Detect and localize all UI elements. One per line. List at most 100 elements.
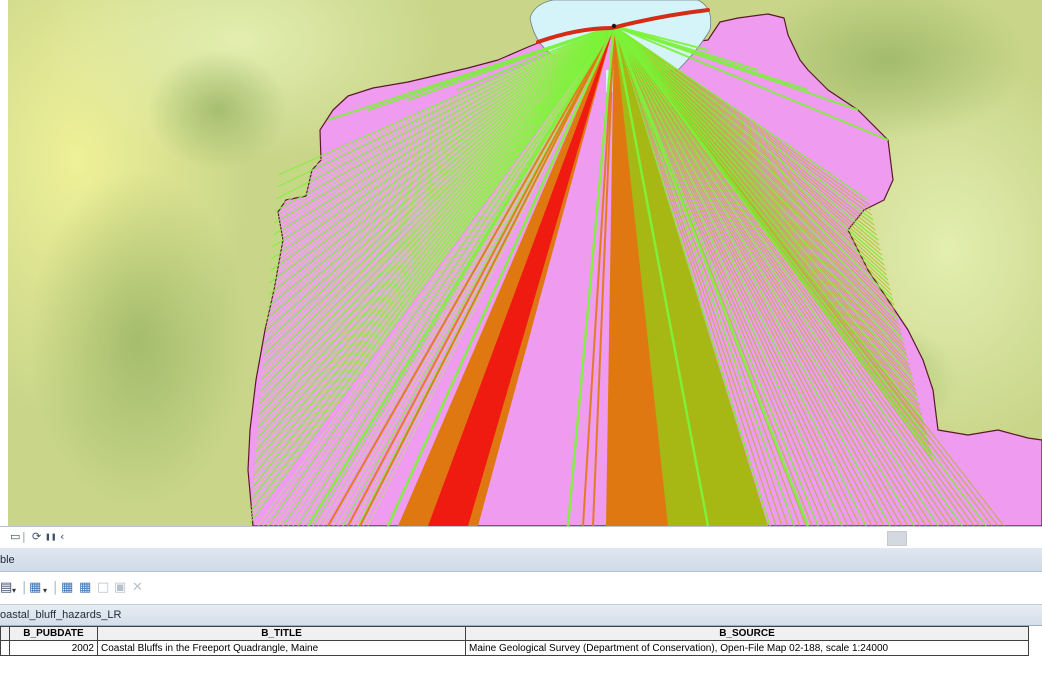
hazard-ray bbox=[613, 25, 975, 526]
table-cell[interactable]: Maine Geological Survey (Department of C… bbox=[465, 640, 1029, 656]
refresh-icon[interactable]: ⟳ bbox=[32, 530, 42, 543]
table-options-icon[interactable]: ▤ bbox=[0, 580, 13, 595]
shoreline bbox=[536, 8, 710, 44]
hazard-ray bbox=[277, 25, 615, 526]
row-selector-header[interactable] bbox=[0, 626, 10, 641]
layout-view-icon[interactable]: ▭ bbox=[10, 530, 21, 543]
hazard-ray bbox=[613, 25, 843, 526]
hazard-ray bbox=[257, 25, 615, 428]
table-titlebar: ble bbox=[0, 548, 1042, 572]
hazard-ray bbox=[269, 25, 615, 284]
hazard-ray bbox=[613, 25, 859, 111]
layer-tab[interactable]: oastal_bluff_hazards_LR bbox=[0, 604, 1042, 626]
related-tables-icon[interactable]: ▦ bbox=[29, 580, 42, 595]
hazard-ray bbox=[256, 25, 615, 440]
select-by-attributes-icon[interactable]: ▦ bbox=[61, 580, 74, 595]
hazard-ray bbox=[269, 25, 615, 272]
hazard-ray bbox=[613, 25, 929, 441]
hazard-ray bbox=[566, 25, 616, 526]
hazard-wedge bbox=[398, 26, 614, 526]
hazard-ray bbox=[276, 25, 615, 188]
hazard-ray bbox=[613, 25, 951, 526]
hazard-ray bbox=[592, 25, 615, 526]
terrain-shadow bbox=[28, 170, 248, 510]
hazard-ray bbox=[613, 25, 849, 526]
hazard-ray bbox=[613, 25, 963, 526]
toolbar-divider: | bbox=[22, 580, 27, 595]
toolbar-divider: | bbox=[53, 580, 58, 595]
column-header[interactable]: B_SOURCE bbox=[465, 626, 1029, 641]
delete-selected-icon[interactable]: ✕ bbox=[132, 580, 143, 595]
hazard-rays bbox=[249, 25, 1005, 526]
hazard-ray bbox=[262, 25, 615, 526]
hazard-ray bbox=[386, 25, 616, 526]
hazard-ray bbox=[613, 25, 969, 526]
hazard-ray bbox=[613, 25, 783, 526]
attribute-table-window: ble ▤ ▾ | ▦ ▾ | ▦ ▦ □ ▣ ✕ oastal_bluff_h… bbox=[0, 548, 1042, 690]
hazard-ray bbox=[613, 25, 909, 361]
map-view[interactable] bbox=[8, 0, 1042, 526]
hazard-ray bbox=[367, 25, 615, 526]
hazard-ray bbox=[277, 25, 615, 176]
hazard-ray bbox=[327, 25, 615, 526]
chevron-down-icon[interactable]: ▾ bbox=[43, 586, 48, 595]
hazard-ray bbox=[407, 25, 615, 101]
chevron-down-icon[interactable]: ▾ bbox=[12, 586, 17, 595]
hazard-ray bbox=[613, 25, 873, 526]
hazard-ray bbox=[257, 25, 615, 526]
hazard-ray bbox=[613, 25, 871, 211]
pause-icon[interactable]: ❚❚ bbox=[45, 533, 57, 541]
toolbar-divider: | bbox=[22, 530, 26, 543]
hazard-ray bbox=[613, 25, 919, 401]
hazard-ray bbox=[613, 25, 837, 526]
column-header[interactable]: B_PUBDATE bbox=[9, 626, 98, 641]
hazard-ray bbox=[613, 25, 933, 526]
hazard-ray bbox=[613, 25, 869, 201]
table-cell[interactable]: 2002 bbox=[9, 640, 98, 656]
hazard-ray bbox=[613, 25, 831, 526]
layer-tab-label: oastal_bluff_hazards_LR bbox=[0, 609, 122, 621]
hazard-ray bbox=[287, 25, 615, 526]
column-header[interactable]: B_TITLE bbox=[97, 626, 466, 641]
hazard-ray bbox=[613, 25, 945, 526]
hazard-ray bbox=[297, 25, 615, 526]
hazard-ray bbox=[613, 25, 876, 231]
hazard-ray bbox=[275, 25, 615, 200]
back-icon[interactable]: ‹ bbox=[60, 530, 65, 543]
header-row: B_PUBDATE B_TITLE B_SOURCE bbox=[0, 626, 1029, 641]
hazard-ray bbox=[613, 25, 894, 301]
hazard-ray bbox=[612, 25, 810, 526]
hazard-ray bbox=[613, 25, 909, 526]
zoom-to-selected-icon[interactable]: ▣ bbox=[114, 580, 127, 595]
clear-selection-icon[interactable]: □ bbox=[97, 580, 110, 595]
hazard-ray bbox=[613, 25, 777, 526]
hazard-ray bbox=[254, 25, 615, 464]
hazard-ray bbox=[613, 25, 795, 526]
hazard-ray bbox=[613, 25, 914, 381]
hazard-ray bbox=[613, 25, 921, 526]
map-canvas[interactable] bbox=[8, 0, 1042, 526]
table-row[interactable]: 2002 Coastal Bluffs in the Freeport Quad… bbox=[0, 640, 1029, 656]
hazard-wedge bbox=[428, 26, 614, 526]
hazard-ray bbox=[260, 25, 615, 392]
hazard-ray bbox=[613, 25, 771, 526]
table-cell[interactable]: Coastal Bluffs in the Freeport Quadrangl… bbox=[97, 640, 466, 656]
row-selector[interactable] bbox=[0, 640, 10, 656]
hazard-ray bbox=[261, 25, 615, 380]
hazard-ray bbox=[613, 25, 915, 526]
hazard-ray bbox=[613, 25, 889, 281]
hazard-ray bbox=[272, 25, 615, 526]
scrollbar-thumb[interactable] bbox=[887, 531, 907, 546]
hazard-ray bbox=[274, 25, 615, 212]
hazard-ray bbox=[613, 25, 897, 526]
hazard-ray bbox=[613, 25, 879, 241]
table-window-title: ble bbox=[0, 554, 15, 566]
hazard-ray bbox=[613, 25, 867, 526]
hazard-ray bbox=[613, 25, 891, 526]
hazard-ray bbox=[282, 25, 615, 526]
switch-selection-icon[interactable]: ▦ bbox=[79, 580, 92, 595]
hazard-ray bbox=[613, 25, 819, 526]
hazard-ray bbox=[251, 25, 615, 500]
table-toolbar: ▤ ▾ | ▦ ▾ | ▦ ▦ □ ▣ ✕ bbox=[0, 572, 1042, 604]
hazard-ray bbox=[613, 25, 903, 526]
